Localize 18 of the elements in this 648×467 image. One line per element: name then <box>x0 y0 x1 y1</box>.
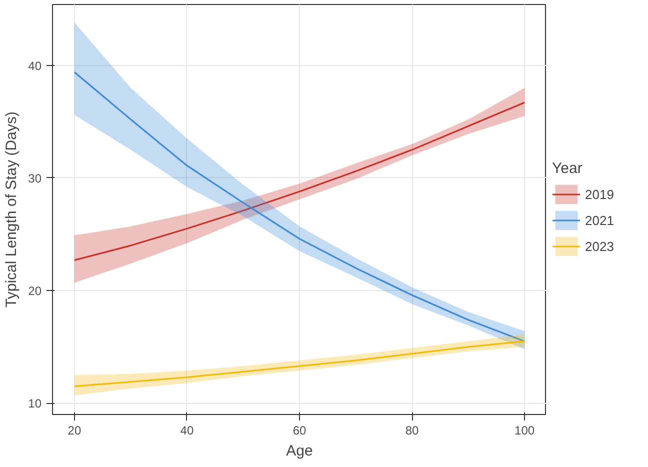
legend-title: Year <box>552 160 584 177</box>
x-tick-label: 100 <box>514 424 535 438</box>
y-tick-label: 40 <box>28 58 42 73</box>
y-tick-label: 30 <box>28 171 42 186</box>
y-tick-label: 10 <box>28 396 42 411</box>
x-tick-label: 20 <box>68 424 82 438</box>
legend-label: 2021 <box>585 212 614 228</box>
line-series <box>74 102 526 261</box>
x-tick-label: 40 <box>180 424 194 438</box>
x-tick-label: 80 <box>405 424 420 438</box>
y-tick-label: 20 <box>28 284 42 298</box>
x-axis-title: Age <box>286 442 313 460</box>
y-axis-title: Typical Length of Stay (Days) <box>3 112 20 308</box>
line-series <box>74 340 526 388</box>
line-series <box>74 71 526 342</box>
x-tick-label: 60 <box>292 424 306 438</box>
legend-label: 2023 <box>585 238 614 254</box>
legend-label: 2019 <box>585 186 614 202</box>
